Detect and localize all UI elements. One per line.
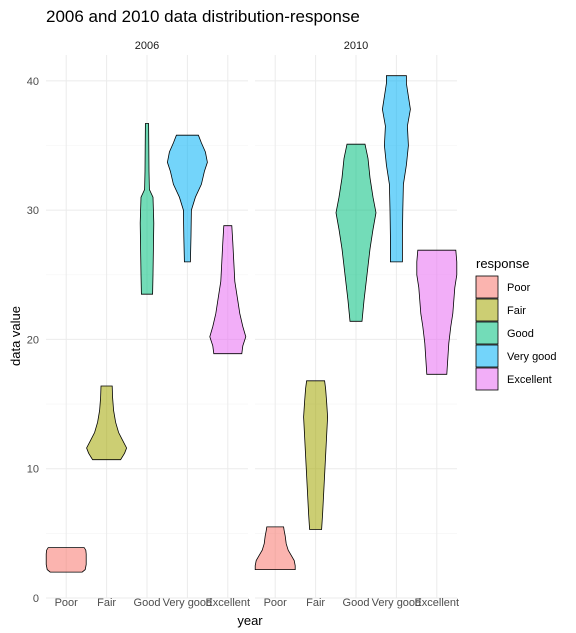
violin-2010-excellent bbox=[416, 249, 458, 375]
legend: response Poor Fair Good Very good Excellent bbox=[475, 256, 557, 391]
violin-2006-poor bbox=[45, 547, 87, 573]
x-tick-label: Very good bbox=[372, 597, 422, 609]
y-tick-label: 10 bbox=[27, 464, 39, 476]
x-tick-label: Good bbox=[343, 597, 370, 609]
violin-2006-fair bbox=[86, 385, 128, 461]
y-tick-label: 20 bbox=[27, 334, 39, 346]
x-axis-title: year bbox=[237, 613, 263, 628]
legend-label: Very good bbox=[507, 351, 557, 363]
y-axis: 0 10 20 30 40 bbox=[27, 76, 39, 605]
y-tick-label: 30 bbox=[27, 205, 39, 217]
violin-2010-very-good bbox=[381, 75, 411, 263]
y-tick-label: 40 bbox=[27, 76, 39, 88]
legend-label: Excellent bbox=[507, 374, 552, 386]
violin-2006-good bbox=[139, 123, 155, 295]
x-tick-label: Fair bbox=[306, 597, 325, 609]
facet-label: 2010 bbox=[344, 40, 368, 52]
violin-2006-very-good bbox=[166, 134, 208, 263]
x-tick-label: Excellent bbox=[414, 597, 459, 609]
y-axis-title: data value bbox=[8, 306, 23, 366]
violin-2010-good bbox=[335, 143, 377, 322]
legend-key bbox=[475, 367, 499, 391]
x-tick-label: Poor bbox=[55, 597, 79, 609]
violin-2006-excellent bbox=[209, 225, 247, 355]
x-tick-label: Poor bbox=[264, 597, 288, 609]
legend-label: Fair bbox=[507, 305, 526, 317]
y-tick-label: 0 bbox=[33, 593, 39, 605]
legend-key bbox=[475, 344, 499, 368]
legend-title: response bbox=[476, 256, 529, 271]
legend-key bbox=[475, 321, 499, 345]
violin-2010-poor bbox=[254, 526, 296, 570]
legend-label: Good bbox=[507, 328, 534, 340]
legend-label: Poor bbox=[507, 282, 531, 294]
x-tick-label: Very good bbox=[163, 597, 213, 609]
legend-key bbox=[475, 298, 499, 322]
legend-key bbox=[475, 275, 499, 299]
x-tick-label: Excellent bbox=[205, 597, 250, 609]
x-tick-label: Fair bbox=[97, 597, 116, 609]
violin-2010-fair bbox=[303, 380, 329, 530]
x-tick-label: Good bbox=[134, 597, 161, 609]
facet-label: 2006 bbox=[135, 40, 159, 52]
chart-title: 2006 and 2010 data distribution-response bbox=[46, 7, 360, 26]
